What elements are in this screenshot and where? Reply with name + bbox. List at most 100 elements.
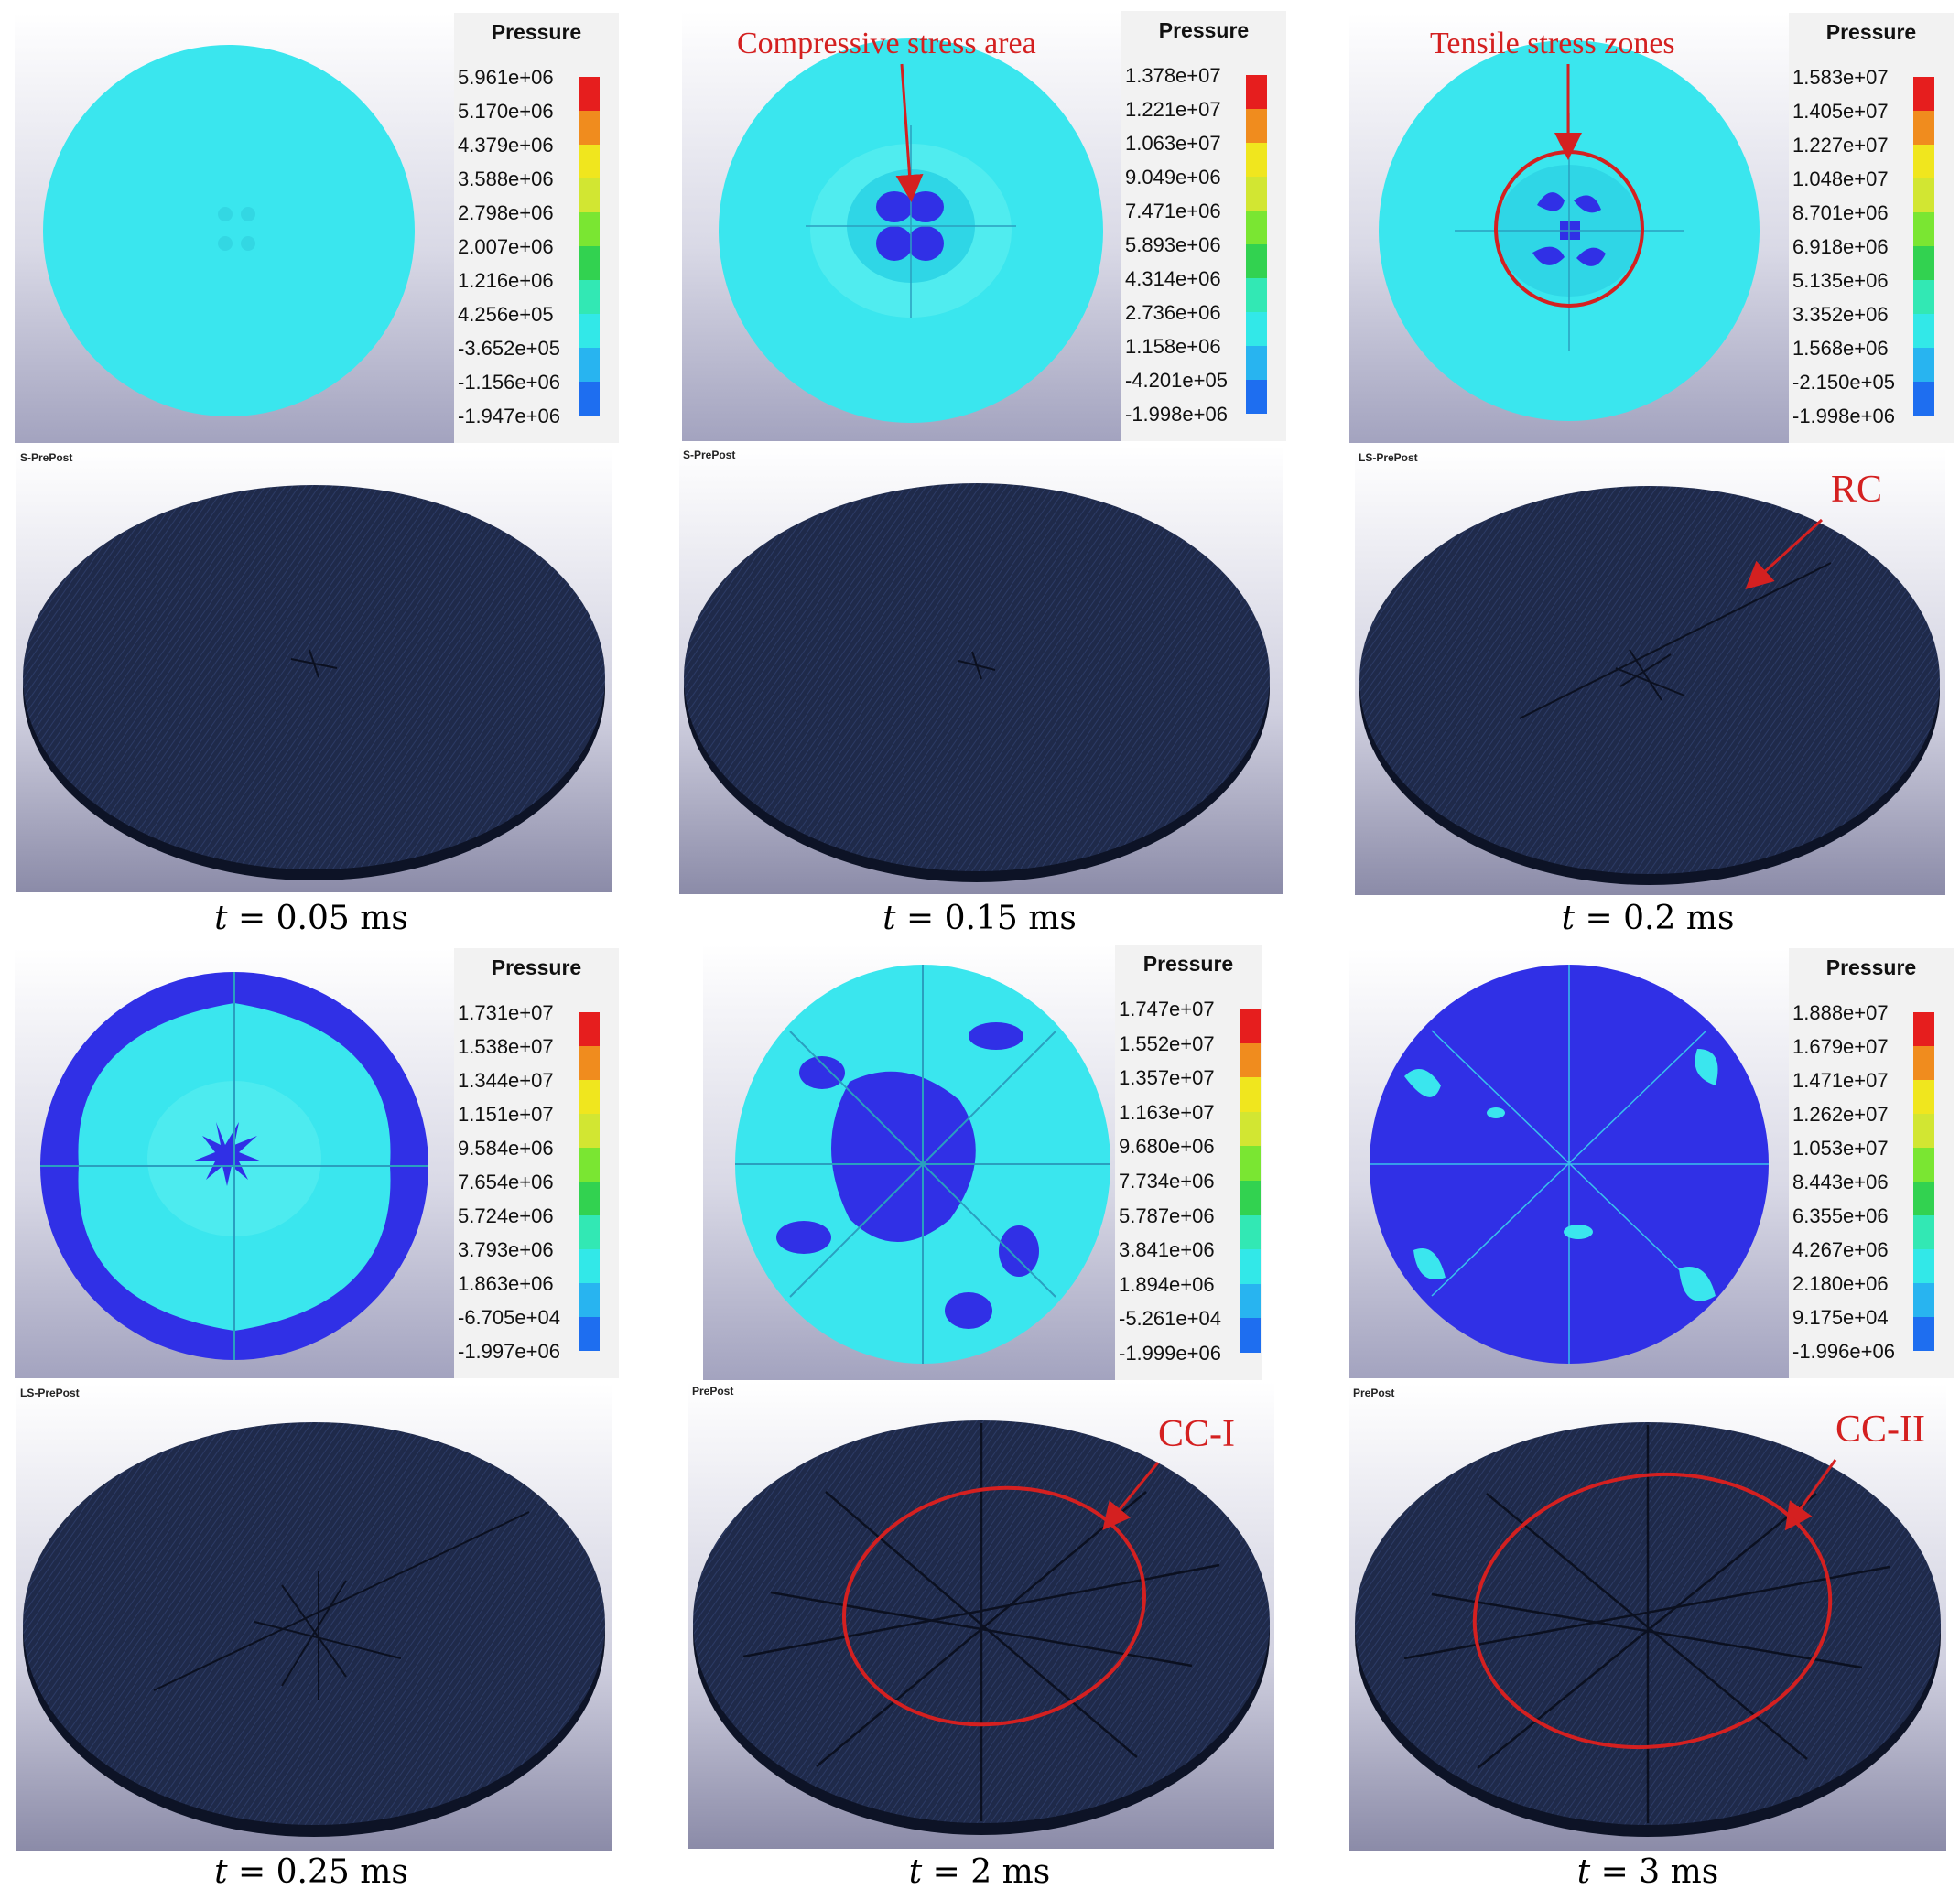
legend-tick-label: -1.997e+06 [458,1340,560,1363]
mesh-disc-3 [1359,486,1940,885]
legend-color-swatch [579,1283,600,1317]
legend-tick-label: 1.731e+07 [458,1001,554,1024]
pressure-legend-2: Pressure 1.378e+07 1.221e+07 1.063e+07 9.04… [1121,11,1286,441]
legend-tick-label: 1.163e+07 [1119,1100,1215,1124]
legend-tick-label: 1.344e+07 [458,1069,554,1092]
fringe-plot-4 [15,948,454,1378]
legend-color-swatch [1913,145,1934,178]
mesh-view-3: LS-PrePost [1355,448,1945,895]
legend-color-swatch [1913,212,1934,246]
fringe-plot-1 [15,13,454,443]
legend-tick-label: 1.894e+06 [1119,1272,1215,1296]
legend-tick-label: 1.221e+07 [1125,98,1221,121]
software-label: LS-PrePost [1359,451,1418,464]
legend-tick-label: 2.736e+06 [1125,301,1221,324]
legend-color-swatch [1246,143,1267,177]
legend-tick-label: 4.256e+05 [458,303,554,326]
legend-color-swatch [579,212,600,246]
software-label: S-PrePost [683,448,736,461]
legend-tick-label: 9.680e+06 [1119,1135,1215,1159]
legend-color-swatch [579,1012,600,1046]
legend-color-swatch [1246,109,1267,143]
legend-tick-label: 4.314e+06 [1125,267,1221,290]
legend-color-swatch [1913,314,1934,348]
legend-tick-label: 1.357e+07 [1119,1066,1215,1090]
legend-tick-label: -1.996e+06 [1792,1340,1895,1363]
legend-tick-label: 1.151e+07 [458,1103,554,1126]
legend-tick-label: 1.863e+06 [458,1272,554,1295]
legend-tick-label: -5.261e+04 [1119,1307,1221,1331]
legend-color-swatch [579,246,600,280]
legend-tick-label: -6.705e+04 [458,1306,560,1329]
legend-tick-label: 5.135e+06 [1792,269,1889,292]
legend-color-swatch [1913,1012,1934,1046]
legend-tick-label: 7.734e+06 [1119,1170,1215,1193]
legend-color-swatch [1913,382,1934,416]
legend-tick-label: 6.355e+06 [1792,1204,1889,1227]
legend-color-swatch [1913,1148,1934,1182]
legend-color-swatch [1246,312,1267,346]
legend-color-swatch [1913,178,1934,212]
legend-tick-label: -1.999e+06 [1119,1342,1221,1365]
software-label: PrePost [692,1385,734,1398]
fringe-plot-6 [1349,948,1789,1378]
legend-tick-label: 1.378e+07 [1125,64,1221,87]
fringe-disc-4 [40,972,428,1360]
fringe-plot-3 [1349,13,1789,443]
legend-tick-label: 1.552e+07 [1119,1031,1215,1055]
legend-color-swatch [1240,1214,1261,1250]
legend-color-swatch [579,1080,600,1114]
legend-color-swatch [1913,1283,1934,1317]
legend-color-swatch [1913,77,1934,111]
time-caption-6: t = 3 ms [1576,1853,1719,1891]
fringe-plot-2 [682,11,1121,441]
legend-color-swatch [1246,380,1267,414]
legend-color-swatch [579,314,600,348]
mesh-disc-4 [23,1422,605,1837]
legend-title: Pressure [491,955,582,979]
legend-color-swatch [579,1148,600,1182]
mesh-view-2: S-PrePost [679,446,1283,894]
pressure-legend-5: Pressure 1.747e+07 1.552e+07 1.357e+07 1.16… [1115,945,1262,1380]
legend-tick-label: -1.947e+06 [458,405,560,427]
legend-tick-label: 9.049e+06 [1125,166,1221,189]
legend-color-swatch [1913,280,1934,314]
time-caption-2: t = 0.15 ms [883,900,1077,937]
legend-color-swatch [1246,211,1267,244]
mesh-disc-2 [684,483,1270,882]
legend-color-swatch [1913,1249,1934,1283]
legend-tick-label: 6.918e+06 [1792,235,1889,258]
legend-tick-label: 1.888e+07 [1792,1001,1889,1024]
legend-tick-label: -2.150e+05 [1792,371,1895,394]
legend-color-swatch [1913,1182,1934,1215]
legend-tick-label: 1.583e+07 [1792,66,1889,89]
legend-tick-label: 1.053e+07 [1792,1137,1889,1160]
mesh-view-6: PrePost [1349,1384,1946,1851]
mesh-view-1: S-PrePost [16,448,612,892]
pressure-legend-3: Pressure 1.583e+07 1.405e+07 1.227e+07 1.04… [1789,13,1954,443]
legend-color-swatch [1240,1042,1261,1078]
legend-title: Pressure [1142,952,1234,976]
legend-tick-label: 1.227e+07 [1792,134,1889,157]
legend-tick-label: 8.443e+06 [1792,1171,1889,1193]
mesh-disc-6 [1355,1422,1941,1837]
legend-color-swatch [1913,1080,1934,1114]
legend-color-swatch [1913,246,1934,280]
legend-color-swatch [1240,1111,1261,1147]
software-label: PrePost [1353,1387,1395,1399]
legend-tick-label: 2.007e+06 [458,235,554,258]
legend-color-swatch [579,178,600,212]
legend-tick-label: 2.180e+06 [1792,1272,1889,1295]
time-caption-4: t = 0.25 ms [214,1853,408,1891]
legend-tick-label: 1.679e+07 [1792,1035,1889,1058]
fringe-plot-5 [703,945,1115,1380]
legend-tick-label: 3.793e+06 [458,1238,554,1261]
legend-tick-label: 1.471e+07 [1792,1069,1889,1092]
legend-color-swatch [579,1317,600,1351]
legend-tick-label: -1.156e+06 [458,371,560,394]
legend-tick-label: 1.568e+06 [1792,337,1889,360]
legend-color-swatch [1240,1181,1261,1215]
legend-tick-label: 1.158e+06 [1125,335,1221,358]
pressure-legend-1: Pressure 5.961e+06 5.170e+06 4.379e+06 3.58… [454,13,619,443]
legend-tick-label: 3.841e+06 [1119,1238,1215,1262]
